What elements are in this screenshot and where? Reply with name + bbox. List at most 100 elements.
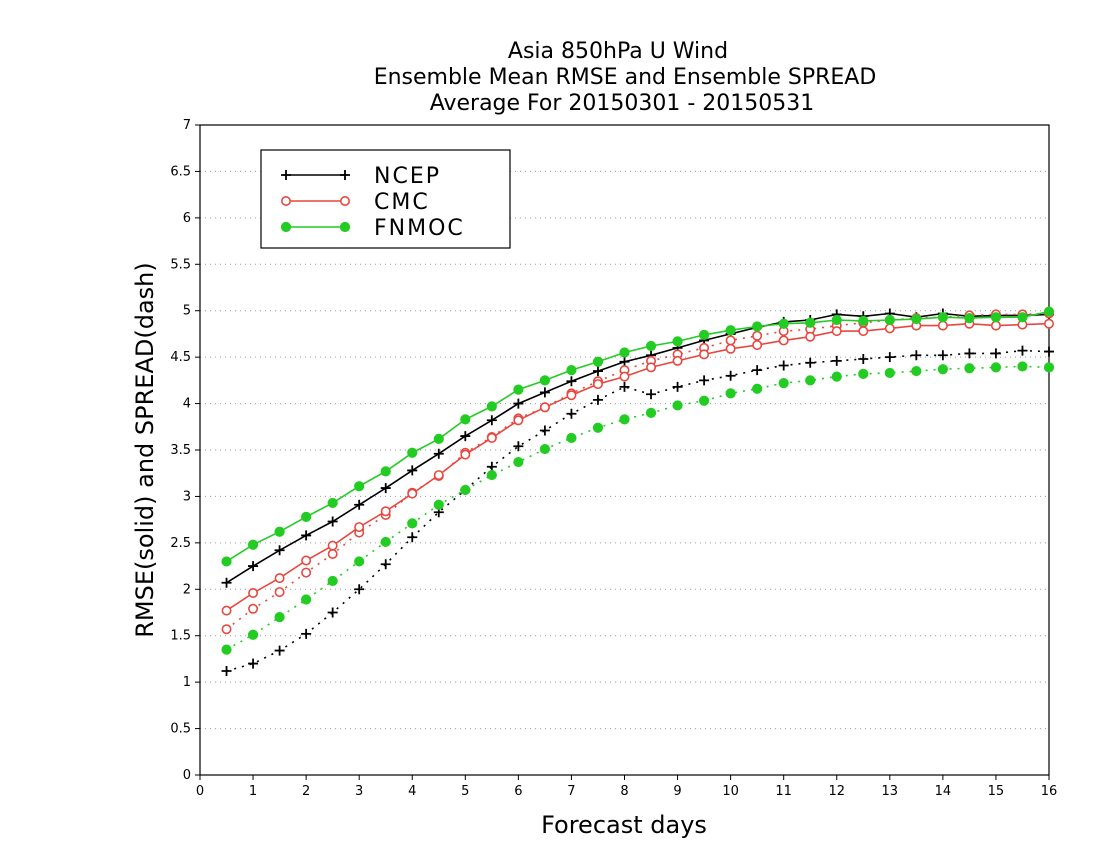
data-point xyxy=(339,196,350,207)
y-axis-title: RMSE(solid) and SPREAD(dash) xyxy=(131,262,159,638)
data-point xyxy=(221,577,232,588)
data-point xyxy=(281,170,291,180)
data-point xyxy=(354,481,365,492)
data-point xyxy=(698,395,710,406)
data-point xyxy=(513,441,524,452)
data-point xyxy=(619,371,630,382)
data-point xyxy=(592,356,604,367)
y-tick-label: 3 xyxy=(183,489,191,504)
data-point xyxy=(592,379,603,390)
y-tick-label: 2 xyxy=(183,582,191,597)
legend-label: CMC xyxy=(374,190,430,215)
data-point xyxy=(248,587,259,598)
data-point xyxy=(778,335,789,346)
series-fnmoc-spread xyxy=(221,361,1055,655)
data-point xyxy=(592,394,603,405)
data-point xyxy=(354,584,365,595)
axes: 00.511.522.533.544.555.566.570 1 2 3 4 5 6 7 8 9 1… xyxy=(170,118,1057,799)
x-tick-label: 4 xyxy=(408,784,416,799)
data-point xyxy=(274,587,285,598)
series-cmc-rmse xyxy=(221,318,1055,616)
data-point xyxy=(327,497,338,509)
data-point xyxy=(752,330,763,341)
data-point xyxy=(725,388,736,399)
data-point xyxy=(221,605,232,616)
data-point xyxy=(805,357,816,368)
data-point xyxy=(433,448,444,459)
data-point xyxy=(858,326,869,337)
data-point xyxy=(778,378,789,389)
data-point xyxy=(248,658,259,669)
data-point xyxy=(566,408,577,419)
data-point xyxy=(513,384,524,395)
data-point xyxy=(672,336,683,347)
data-point xyxy=(1044,318,1055,329)
data-point xyxy=(937,364,948,375)
y-tick-label: 7 xyxy=(183,118,191,133)
title-line-2: Ensemble Mean RMSE and Ensemble SPREAD xyxy=(374,65,877,90)
data-point xyxy=(752,365,763,376)
x-tick-label: 13 xyxy=(882,784,899,799)
data-point xyxy=(380,483,391,494)
legend-label: NCEP xyxy=(374,164,441,189)
data-point xyxy=(858,368,869,379)
data-point xyxy=(645,407,657,418)
x-tick-label: 3 xyxy=(355,784,363,799)
data-point xyxy=(990,362,1002,373)
y-tick-label: 0 xyxy=(183,768,191,783)
y-tick-label: 0.5 xyxy=(170,722,191,737)
data-point xyxy=(340,170,350,180)
data-point xyxy=(619,356,630,367)
x-axis-title: Forecast days xyxy=(541,811,707,839)
data-point xyxy=(380,466,391,477)
y-tick-label: 6.5 xyxy=(170,164,191,179)
data-point xyxy=(1044,346,1054,357)
data-point xyxy=(301,594,312,605)
data-point xyxy=(698,329,710,340)
data-point xyxy=(539,443,551,455)
data-point xyxy=(699,349,710,360)
data-point xyxy=(354,556,365,567)
line-fnmoc-spread xyxy=(226,365,1050,651)
x-tick-label: 16 xyxy=(1041,784,1058,799)
data-point xyxy=(566,376,577,387)
data-point xyxy=(619,414,630,425)
data-point xyxy=(301,555,312,566)
data-point xyxy=(274,573,285,584)
data-point xyxy=(646,389,657,400)
data-point xyxy=(280,196,291,207)
data-point xyxy=(354,522,365,533)
data-point xyxy=(513,415,524,426)
x-tick-label: 11 xyxy=(775,784,792,799)
data-point xyxy=(752,321,763,332)
legend-label: FNMOC xyxy=(374,216,465,241)
chart-title: Asia 850hPa U Wind Ensemble Mean RMSE an… xyxy=(374,39,877,116)
line-fnmoc-rmse xyxy=(226,310,1050,563)
data-point xyxy=(725,370,736,381)
series-ncep-spread xyxy=(221,345,1054,676)
x-tick-label: 15 xyxy=(988,784,1005,799)
series-layer xyxy=(221,306,1055,676)
data-point xyxy=(407,465,418,476)
data-point xyxy=(964,313,975,324)
data-point xyxy=(937,350,948,361)
data-point xyxy=(380,559,391,570)
data-point xyxy=(1017,345,1028,356)
data-point xyxy=(937,320,948,331)
y-tick-label: 1.5 xyxy=(170,629,191,644)
title-line-3: Average For 20150301 - 20150531 xyxy=(430,91,815,116)
data-point xyxy=(433,433,444,444)
data-point xyxy=(1043,362,1055,373)
data-point xyxy=(539,387,550,398)
x-tick-label: 7 xyxy=(567,784,575,799)
x-tick-label: 12 xyxy=(828,784,845,799)
data-point xyxy=(725,343,736,354)
x-tick-label: 10 xyxy=(722,784,739,799)
data-point xyxy=(513,398,524,409)
legend-entry-ncep: NCEP xyxy=(281,164,441,189)
data-point xyxy=(778,360,789,371)
data-point xyxy=(380,506,391,517)
data-point xyxy=(831,371,842,382)
data-point xyxy=(1017,312,1028,323)
data-point xyxy=(911,350,922,361)
